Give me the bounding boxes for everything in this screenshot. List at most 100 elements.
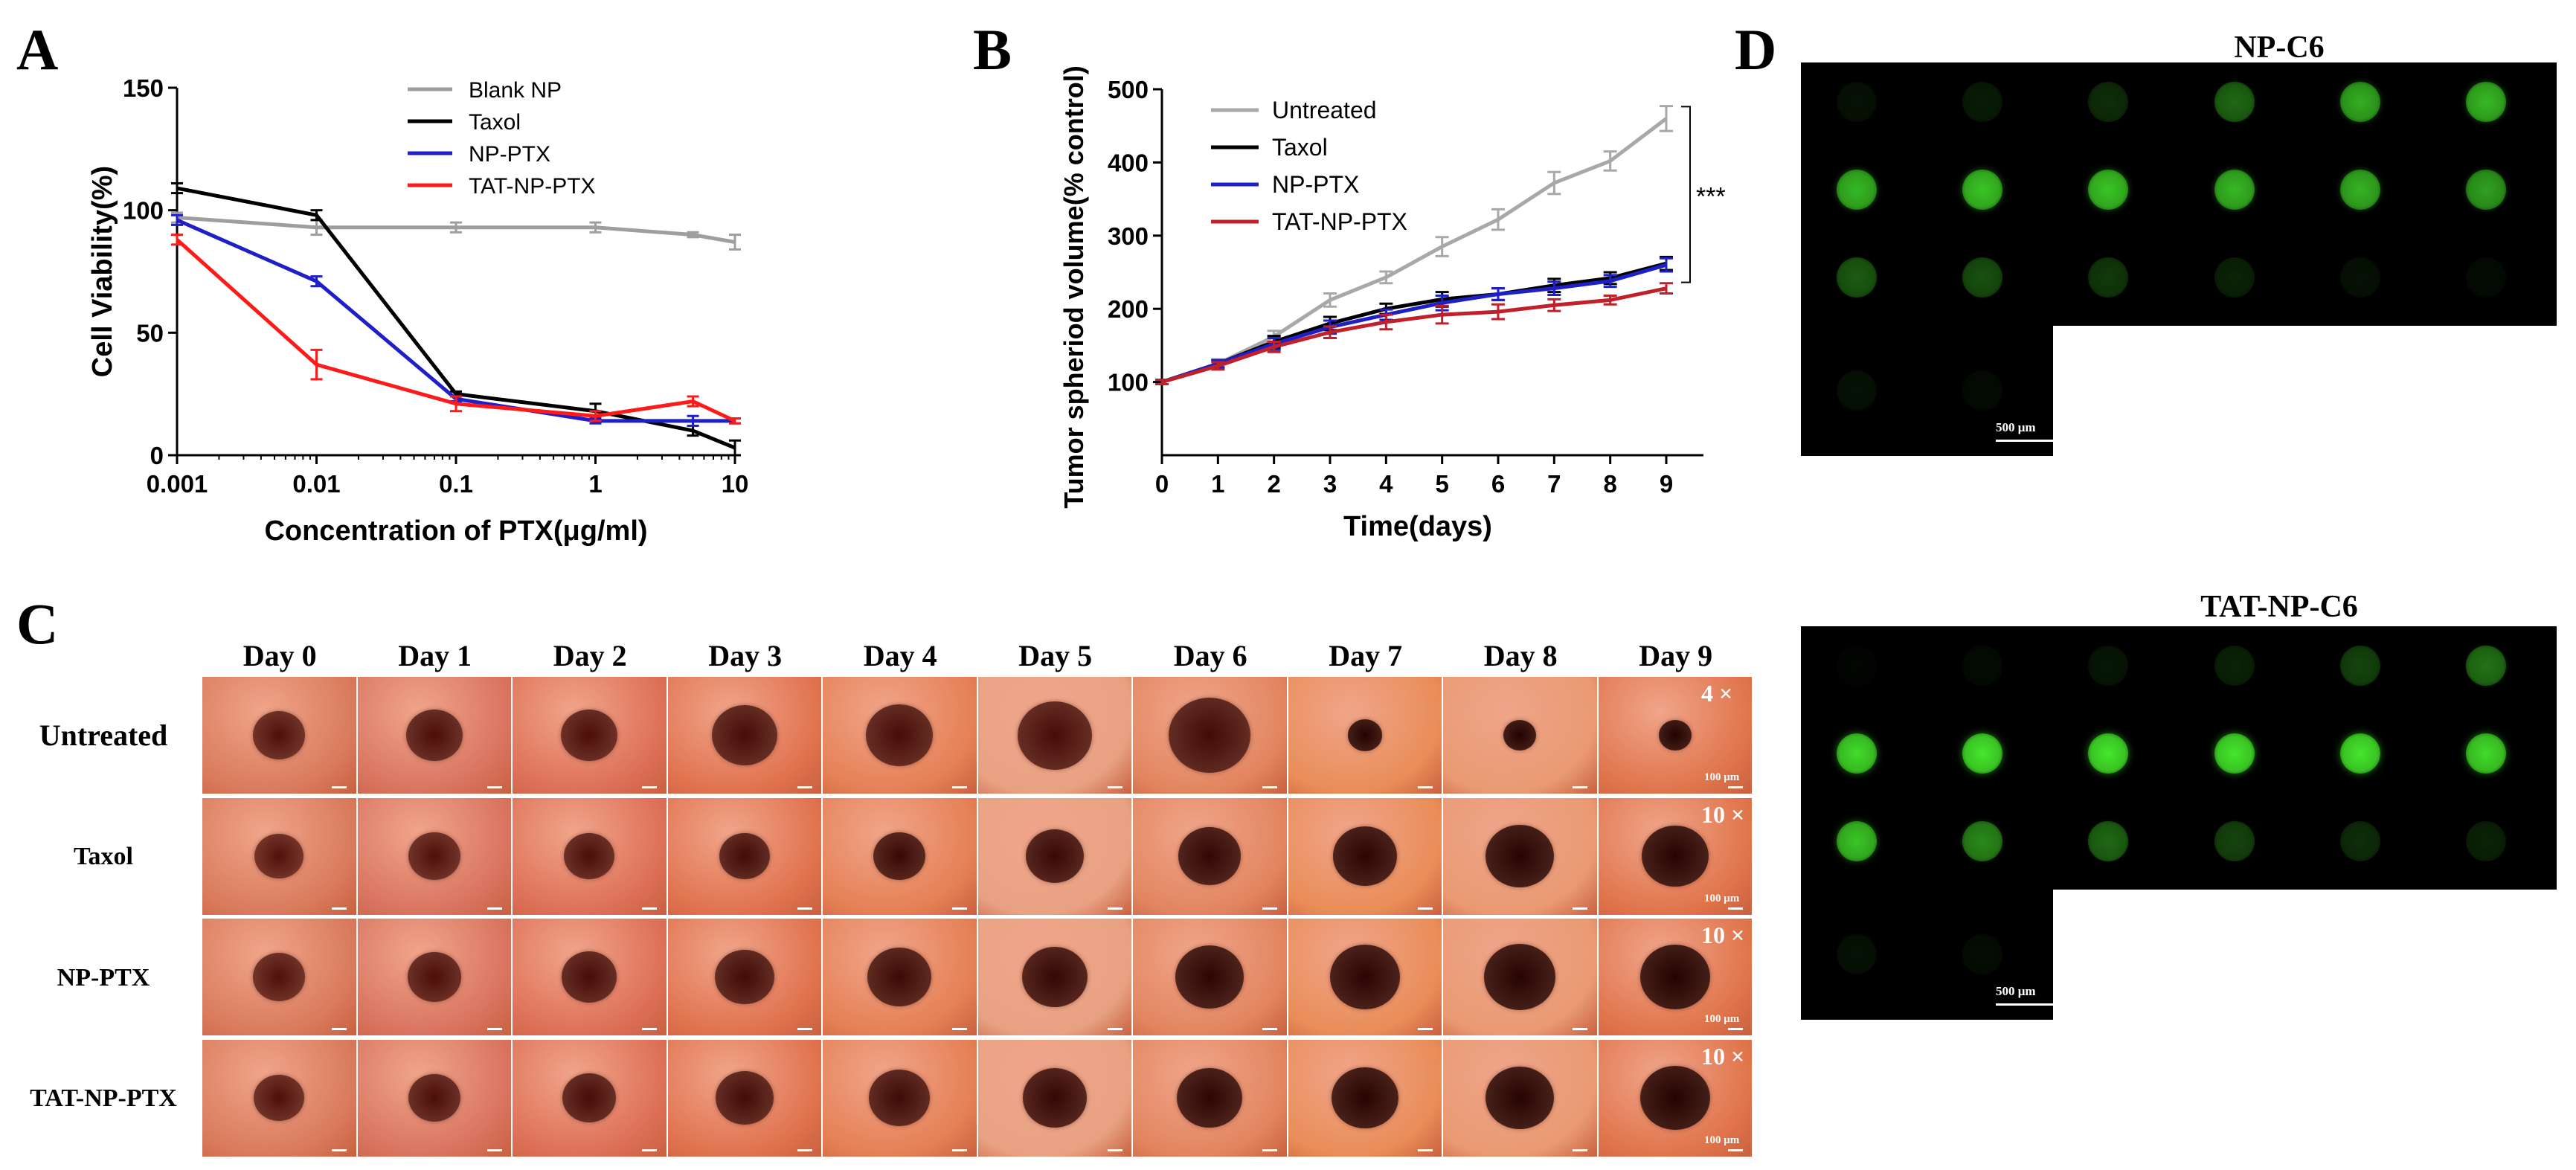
- spheroid-image-tile: [513, 1039, 667, 1157]
- day-column-header: Day 5: [1018, 639, 1093, 672]
- spheroid-image-tile: [823, 677, 977, 794]
- fluorescent-spheroid: [2088, 170, 2129, 210]
- fluorescent-spheroid: [2214, 821, 2255, 861]
- fluorescent-spheroid: [2214, 646, 2255, 686]
- panel-label-a: A: [16, 17, 59, 82]
- spheroid: [562, 951, 617, 1003]
- day-column-header: Day 3: [708, 639, 783, 672]
- magnification-label: 10 ×: [1701, 1042, 1745, 1070]
- spheroid: [408, 1073, 460, 1122]
- fluorescent-spheroid: [2088, 821, 2129, 861]
- panel-label-d: D: [1735, 17, 1777, 82]
- spheroid: [867, 947, 932, 1007]
- fluorescent-spheroid: [1836, 821, 1877, 861]
- y-axis-label: Tumor spheriod volume(% control): [1059, 65, 1089, 508]
- spheroid-image-tile: [1443, 919, 1597, 1035]
- spheroid-image-tile: [823, 919, 977, 1035]
- spheroid: [715, 1071, 774, 1125]
- scale-bar-label: 500 μm: [1996, 420, 2036, 434]
- fluorescent-spheroid: [1962, 370, 2002, 411]
- fluorescent-spheroid: [2466, 646, 2507, 686]
- np-c6-title: NP-C6: [2234, 30, 2325, 65]
- fluorescence-image-row: [1801, 238, 2557, 326]
- spheroid-image-tile: [977, 1039, 1131, 1157]
- legend-label: NP-PTX: [469, 142, 550, 167]
- fluorescent-spheroid: [1962, 170, 2002, 210]
- spheroid: [1503, 720, 1537, 750]
- scale-bar: [1573, 786, 1588, 788]
- scale-bar: [1573, 1028, 1588, 1030]
- spheroid-image-tile: [513, 919, 667, 1035]
- spheroid-image-tile: [202, 797, 356, 915]
- x-tick-label: 0.1: [439, 470, 473, 498]
- scale-bar: [642, 907, 658, 910]
- spheroid-image-tile: [513, 677, 667, 794]
- spheroid: [1169, 697, 1251, 774]
- spheroid-image-tile: [823, 797, 977, 915]
- spheroid: [1329, 945, 1400, 1009]
- fluorescence-image-row: [1801, 714, 2557, 802]
- spheroid-image-tile: [1598, 1039, 1752, 1157]
- series-line: [1161, 286, 1667, 385]
- scale-bar: [1417, 907, 1433, 910]
- spheroid-image-tile: [977, 677, 1131, 794]
- scale-bar: [332, 907, 347, 910]
- legend-label: Taxol: [469, 110, 521, 135]
- spheroid: [719, 832, 770, 880]
- spheroid-image-tile: [513, 797, 667, 915]
- spheroid: [253, 711, 306, 759]
- fluorescent-spheroid: [1836, 257, 1877, 298]
- day-column-header: Day 8: [1483, 639, 1558, 672]
- x-axis-label: Concentration of PTX(μg/ml): [264, 515, 647, 547]
- y-tick-label: 150: [123, 74, 164, 102]
- spheroid: [562, 1073, 617, 1123]
- x-tick-label: 5: [1435, 470, 1448, 498]
- spheroid-image-tile: [667, 797, 821, 915]
- spheroid-image-tile: [1443, 797, 1597, 915]
- fluorescent-spheroid: [2214, 733, 2255, 774]
- x-tick-label: 0.01: [292, 470, 340, 498]
- spheroid-image-tile: [977, 797, 1131, 915]
- spheroid: [1639, 1065, 1710, 1131]
- spheroid: [405, 709, 463, 762]
- x-tick-label: 4: [1379, 470, 1393, 498]
- scale-bar-label: 100 μm: [1704, 892, 1740, 904]
- spheroid-image-tile: [1443, 677, 1597, 794]
- panel-label-c: C: [16, 591, 59, 656]
- spheroid-image-tile: [1133, 677, 1287, 794]
- series-line: [176, 216, 736, 244]
- spheroid-image-tile: [1443, 1039, 1597, 1157]
- spheroid: [866, 704, 934, 766]
- day-column-header: Day 6: [1173, 639, 1247, 672]
- scale-bar: [952, 1028, 968, 1030]
- spheroid: [1347, 719, 1382, 751]
- fluorescent-spheroid: [2340, 646, 2380, 686]
- fluorescent-spheroid: [2088, 733, 2129, 774]
- scale-bar: [797, 907, 812, 910]
- spheroid-image-tile: [1288, 1039, 1442, 1157]
- treatment-row-label: TAT-NP-PTX: [30, 1084, 177, 1112]
- fluorescent-spheroid: [1962, 82, 2002, 122]
- fluorescence-image-row: [1801, 62, 2557, 150]
- scale-bar: [797, 1028, 812, 1030]
- scale-bar: [332, 1148, 347, 1151]
- series-line: [1161, 263, 1667, 384]
- spheroid: [1485, 1066, 1555, 1130]
- spheroid: [564, 832, 615, 880]
- legend-label: Taxol: [1272, 134, 1328, 161]
- scale-bar: [486, 786, 502, 788]
- y-tick-label: 50: [136, 319, 164, 347]
- spheroid-image-tile: [1133, 1039, 1287, 1157]
- fluorescent-spheroid: [2340, 170, 2380, 210]
- spheroid-image-tile: [202, 1039, 356, 1157]
- scale-bar: [486, 1028, 502, 1030]
- tat-np-c6-title: TAT-NP-C6: [2200, 590, 2358, 624]
- y-tick-label: 0: [150, 442, 164, 469]
- scale-bar: [1573, 907, 1588, 910]
- scale-bar: [486, 907, 502, 910]
- scale-bar: [642, 1028, 658, 1030]
- chart-a: 0 50 100 150 0.001 0.01 0.1 1 10 Concentration of…: [87, 74, 748, 547]
- scale-bar: [1107, 1028, 1122, 1030]
- treatment-row-label: Taxol: [73, 843, 133, 870]
- spheroid: [1178, 827, 1242, 885]
